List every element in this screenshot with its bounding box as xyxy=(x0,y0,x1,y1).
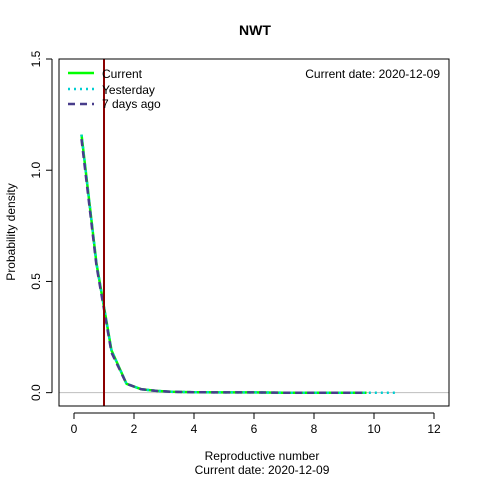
x-axis-sublabel: Current date: 2020-12-09 xyxy=(195,463,330,477)
x-tick-label: 4 xyxy=(191,422,198,436)
y-tick-label: 1.0 xyxy=(29,162,43,179)
x-axis-label: Reproductive number xyxy=(205,449,320,463)
y-tick-label: 0.0 xyxy=(29,384,43,401)
plot-frame xyxy=(58,58,450,407)
legend-label-current: Current xyxy=(102,67,143,81)
current-date-annotation: Current date: 2020-12-09 xyxy=(305,67,440,81)
series-line-current xyxy=(80,134,367,394)
chart-title: NWT xyxy=(239,22,271,38)
x-tick-label: 2 xyxy=(131,422,138,436)
plot-area xyxy=(59,59,449,406)
series-line-yesterday xyxy=(80,134,397,394)
y-tick-label: 1.5 xyxy=(29,50,43,67)
legend-label-7-days-ago: 7 days ago xyxy=(102,97,161,111)
x-tick-label: 12 xyxy=(427,422,441,436)
x-tick-label: 8 xyxy=(311,422,318,436)
x-axis: 0 2 4 6 8 10 12 xyxy=(71,412,441,436)
x-tick-label: 10 xyxy=(367,422,381,436)
x-tick-label: 0 xyxy=(71,422,78,436)
series-line-7-days-ago xyxy=(80,138,367,394)
legend: Current Yesterday 7 days ago xyxy=(68,67,161,111)
y-tick-label: 0.5 xyxy=(29,273,43,290)
y-axis-label: Probability density xyxy=(4,183,18,280)
x-tick-label: 6 xyxy=(251,422,258,436)
legend-label-yesterday: Yesterday xyxy=(102,83,155,97)
y-axis: 0.0 0.5 1.0 1.5 xyxy=(29,50,53,401)
